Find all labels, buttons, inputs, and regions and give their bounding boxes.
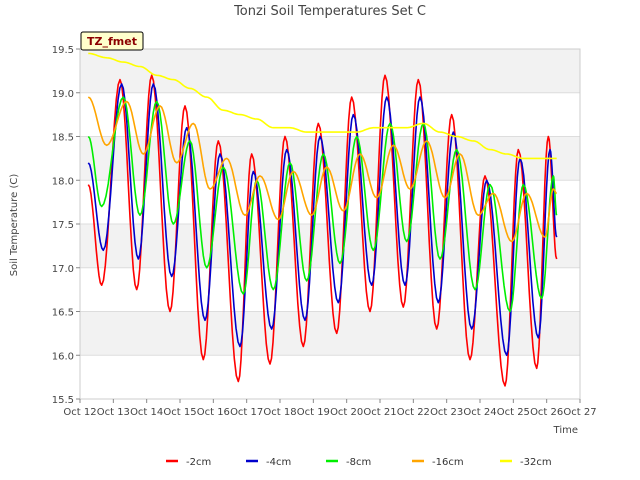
station-badge: TZ_fmet bbox=[80, 31, 144, 51]
series-line-minus-16cm bbox=[87, 96, 558, 243]
x-tick-label: Oct 27 bbox=[563, 407, 596, 418]
series-line-minus-4cm bbox=[87, 83, 558, 357]
x-axis-title: Time bbox=[553, 425, 578, 436]
y-axis-title: Soil Temperature (C) bbox=[9, 174, 20, 277]
y-tick-label: 16.5 bbox=[52, 308, 74, 319]
x-tick-label: Oct 13 bbox=[97, 407, 130, 418]
x-tick-label: Oct 12 bbox=[63, 407, 96, 418]
x-tick-label: Oct 20 bbox=[330, 407, 363, 418]
station-badge-label: TZ_fmet bbox=[87, 35, 137, 48]
legend-label: -32cm bbox=[520, 457, 552, 468]
y-tick-label: 18.5 bbox=[52, 133, 74, 144]
plot-band bbox=[80, 49, 580, 93]
legend: -2cm -4cm -8cm -16cm -32cm bbox=[166, 457, 552, 468]
y-tick-label: 17.5 bbox=[52, 220, 74, 231]
series-lines bbox=[87, 52, 558, 387]
x-tick-label: Oct 26 bbox=[530, 407, 563, 418]
x-tick-label: Oct 19 bbox=[297, 407, 330, 418]
x-tick-label: Oct 17 bbox=[230, 407, 263, 418]
legend-label: -8cm bbox=[346, 457, 371, 468]
x-tick-label: Oct 22 bbox=[397, 407, 430, 418]
x-tick-label: Oct 23 bbox=[430, 407, 463, 418]
legend-label: -4cm bbox=[266, 457, 291, 468]
y-tick-label: 16.0 bbox=[52, 351, 74, 362]
x-axis-ticks: Oct 12 Oct 13 Oct 14 Oct 15 Oct 16 Oct 17 Oct … bbox=[63, 399, 597, 418]
y-axis-ticks: 15.5 16.0 16.5 17.0 17.5 18.0 18.5 19.0 19.5 bbox=[52, 45, 80, 406]
x-tick-label: Oct 25 bbox=[497, 407, 530, 418]
series-line-minus-32cm bbox=[88, 52, 557, 160]
y-tick-label: 18.0 bbox=[52, 176, 74, 187]
chart-title: Tonzi Soil Temperatures Set C bbox=[233, 4, 426, 19]
x-tick-label: Oct 24 bbox=[463, 407, 496, 418]
y-tick-label: 19.5 bbox=[52, 45, 74, 56]
y-tick-label: 15.5 bbox=[52, 395, 74, 406]
x-tick-label: Oct 14 bbox=[130, 407, 163, 418]
x-tick-label: Oct 21 bbox=[363, 407, 396, 418]
legend-label: -2cm bbox=[186, 457, 211, 468]
x-tick-label: Oct 16 bbox=[197, 407, 230, 418]
x-tick-label: Oct 18 bbox=[263, 407, 296, 418]
legend-label: -16cm bbox=[432, 457, 464, 468]
x-tick-label: Oct 15 bbox=[163, 407, 196, 418]
y-tick-label: 17.0 bbox=[52, 264, 74, 275]
y-tick-label: 19.0 bbox=[52, 89, 74, 100]
